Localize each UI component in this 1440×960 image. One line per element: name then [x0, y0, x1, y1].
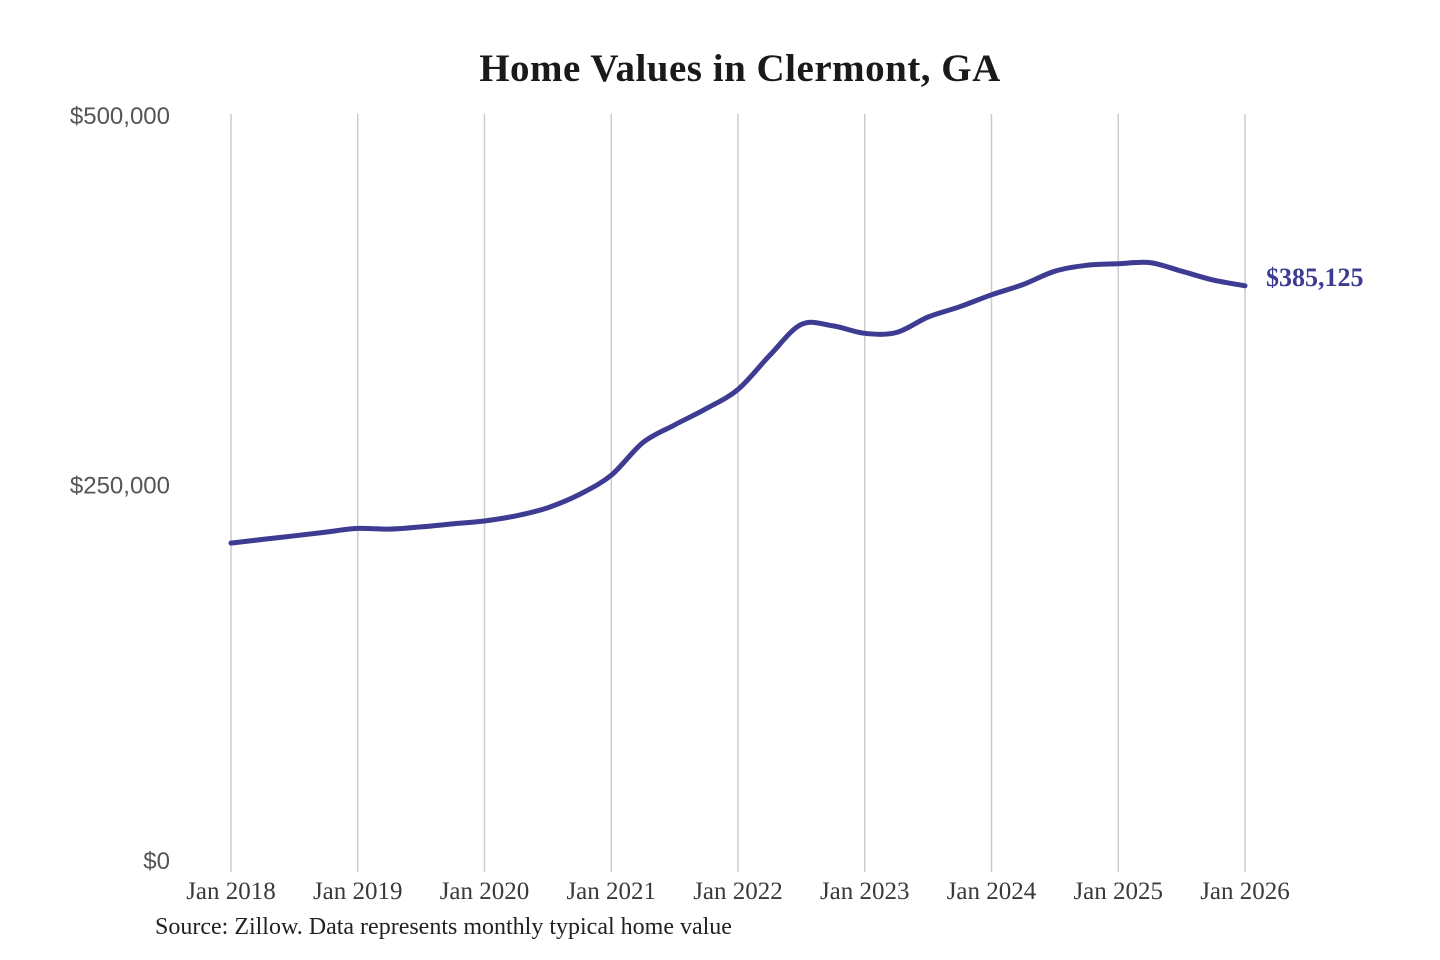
home-value-line-series	[228, 259, 1248, 546]
x-tick-label: Jan 2019	[313, 878, 403, 905]
x-tick-label: Jan 2018	[186, 878, 276, 905]
axis-label-layer: Jan 2018 Jan 2019 Jan 2020 Jan 2021 Jan 2022…	[70, 103, 1290, 905]
source-note: Source: Zillow. Data represents monthly …	[155, 914, 732, 940]
y-axis-tick-label: $500,000	[70, 103, 170, 130]
x-tick-label: Jan 2022	[693, 878, 783, 905]
y-axis-tick-label: $0	[143, 848, 170, 875]
grid-layer	[230, 114, 1246, 872]
x-tick-label: Jan 2023	[820, 878, 910, 905]
x-tick-label: Jan 2020	[440, 878, 530, 905]
x-tick-label: Jan 2021	[566, 878, 656, 905]
x-tick-label: Jan 2024	[947, 878, 1037, 905]
chart-title: Home Values in Clermont, GA	[479, 47, 1001, 90]
x-tick-label: Jan 2025	[1073, 878, 1163, 905]
y-axis-tick-label: $250,000	[70, 473, 170, 500]
x-tick-label: Jan 2026	[1200, 878, 1290, 905]
series-layer	[228, 259, 1248, 546]
current-value-label: $385,125	[1266, 263, 1364, 292]
